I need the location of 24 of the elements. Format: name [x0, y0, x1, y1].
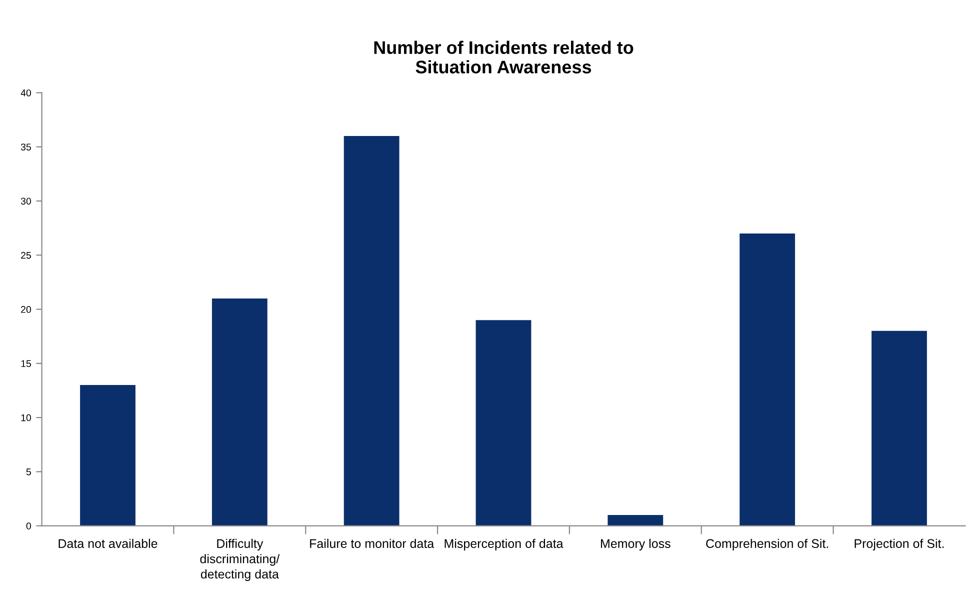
- y-tick-label: 25: [21, 252, 31, 259]
- y-tick-label: 30: [20, 198, 31, 205]
- bar: [344, 136, 400, 526]
- y-tick-label: 5: [26, 468, 31, 476]
- x-tick-label: Misperception of data: [444, 538, 564, 550]
- y-tick-label: 0: [26, 522, 31, 530]
- y-tick-label: 15: [21, 360, 31, 368]
- x-tick-label: Comprehension of Sit.: [706, 538, 828, 550]
- bar: [872, 330, 927, 526]
- x-tick-label: Difficulty discriminating/ detecting data: [200, 538, 280, 582]
- y-tick-label: 10: [21, 414, 31, 422]
- bar: [740, 233, 796, 526]
- bar: [80, 385, 136, 526]
- bar: [212, 298, 268, 526]
- bar: [608, 514, 664, 526]
- y-tick-label: 20: [21, 306, 31, 313]
- chart-title: Number of Incidents related to Situation Awareness: [374, 40, 634, 74]
- bar: [476, 320, 532, 526]
- y-tick-label: 35: [20, 144, 31, 150]
- x-tick-label: Projection of Sit.: [854, 538, 944, 550]
- x-tick-label: Memory loss: [601, 538, 670, 550]
- y-tick-label: 40: [20, 89, 31, 96]
- x-tick-label: Failure to monitor data: [310, 538, 434, 548]
- x-tick-label: Data not available: [58, 538, 158, 548]
